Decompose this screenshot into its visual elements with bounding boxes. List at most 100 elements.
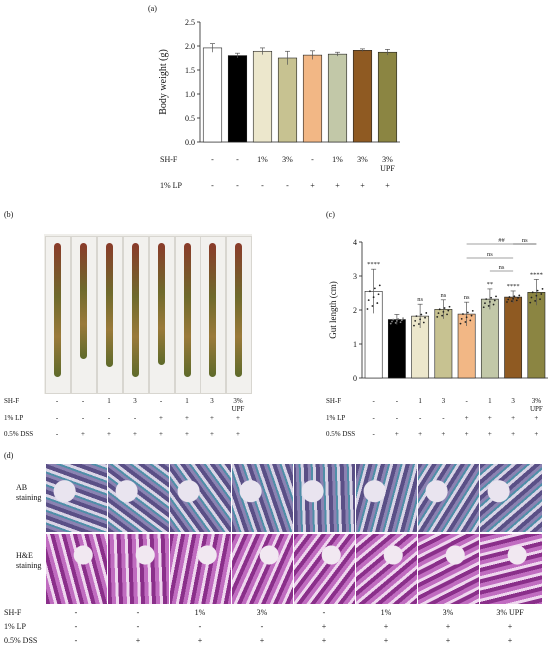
table-c-cell: 3 [511, 397, 515, 405]
table-d-cell: - [322, 608, 326, 617]
data-point [447, 309, 450, 312]
table-c-cell: + [534, 414, 539, 422]
table-d-cell: 3% [442, 608, 454, 617]
y-tick-label: 4 [353, 238, 357, 247]
data-point [448, 305, 451, 308]
table-d-row-label: SH-F [4, 608, 22, 617]
table-c-cell: + [534, 430, 539, 438]
data-point [540, 293, 543, 295]
gut-tissue [235, 243, 242, 377]
table-d-cell: + [259, 636, 265, 645]
table-b-row-label: 0.5% DSS [4, 430, 34, 438]
data-point [400, 319, 403, 322]
data-point [397, 317, 400, 320]
table-c-cell: + [487, 414, 492, 422]
data-point [507, 298, 510, 301]
significance-label: ** [487, 281, 494, 288]
comparison-label: ns [522, 237, 528, 244]
y-axis-label: Gut length (cm) [328, 281, 338, 339]
y-tick-label: 2 [353, 306, 357, 315]
data-point [372, 296, 375, 299]
significance-label: ns [417, 296, 423, 303]
data-point [530, 296, 533, 299]
data-point [443, 307, 446, 309]
gut-sample [45, 236, 71, 394]
table-a-cell: + [360, 181, 365, 190]
data-point [510, 300, 513, 303]
table-d-cell: 1% [380, 608, 392, 617]
table-c-cell: + [487, 430, 492, 438]
data-point [413, 324, 415, 327]
table-b-cell: + [81, 430, 85, 438]
table-d-cell: + [445, 622, 451, 631]
data-point [465, 316, 468, 319]
data-point [422, 321, 425, 324]
data-point [367, 299, 370, 302]
table-b-cell: + [133, 430, 137, 438]
data-point [464, 321, 467, 323]
data-point [436, 316, 439, 318]
gut-tissue [132, 243, 139, 377]
table-b-cell: + [236, 414, 240, 422]
table-a-cell: + [385, 181, 390, 190]
table-b-cell: 3 [133, 397, 137, 405]
data-point [392, 318, 395, 321]
table-d-cell: - [136, 622, 140, 631]
gut-tissue [184, 243, 191, 377]
table-b-cell: - [55, 414, 59, 422]
data-point [539, 298, 541, 301]
y-tick-label: 1 [353, 340, 357, 349]
data-point [534, 300, 537, 302]
data-point [366, 308, 369, 310]
data-point [402, 317, 404, 320]
panel-label-b: (b) [4, 210, 14, 219]
table-a-cell: 3% [357, 155, 368, 164]
table-a-cell: 1% [257, 155, 268, 164]
table-a-cell: - [236, 181, 239, 190]
gut-sample [226, 236, 252, 394]
table-a-cell: 3% UPF [380, 155, 395, 173]
y-tick-label: 1.0 [185, 90, 195, 99]
data-point [513, 295, 516, 298]
significance-label: ns [464, 294, 470, 301]
data-point [420, 313, 423, 316]
table-c-cell: + [394, 430, 399, 438]
data-point [462, 313, 464, 315]
table-c-cell: + [464, 414, 469, 422]
gut-sample [149, 236, 175, 394]
table-c-cell: + [511, 414, 516, 422]
significance-label: **** [367, 261, 380, 268]
table-a-cell: - [211, 155, 214, 164]
data-point [389, 322, 392, 325]
table-a-cell: - [311, 155, 314, 164]
table-d-cell: - [74, 636, 78, 645]
table-d-cell: + [383, 622, 389, 631]
he-staining-image [293, 533, 357, 605]
data-point [490, 296, 493, 299]
table-b-cell: + [236, 430, 240, 438]
data-point [482, 306, 485, 309]
data-point [378, 284, 381, 287]
table-d-cell: + [383, 636, 389, 645]
y-tick-label: 0.5 [185, 114, 195, 123]
data-point [487, 305, 490, 307]
data-point [512, 297, 515, 300]
data-point [424, 316, 426, 319]
table-b-cell: + [159, 414, 163, 422]
gut-tissue [158, 243, 165, 365]
table-d-cell: - [74, 622, 78, 631]
gut-tissue [106, 243, 113, 367]
y-tick-label: 3 [353, 272, 357, 281]
data-point [369, 290, 371, 293]
significance-label: ns [440, 292, 446, 299]
data-point [485, 298, 488, 301]
comparison-label: ns [487, 251, 493, 258]
ab-staining-image [479, 463, 543, 533]
data-point [442, 310, 445, 313]
table-b-cell: 1 [185, 397, 189, 405]
data-point [373, 287, 376, 290]
ab-staining-image [169, 463, 233, 533]
table-b-cell: - [159, 397, 163, 405]
data-point [417, 323, 420, 325]
data-point [515, 299, 518, 302]
